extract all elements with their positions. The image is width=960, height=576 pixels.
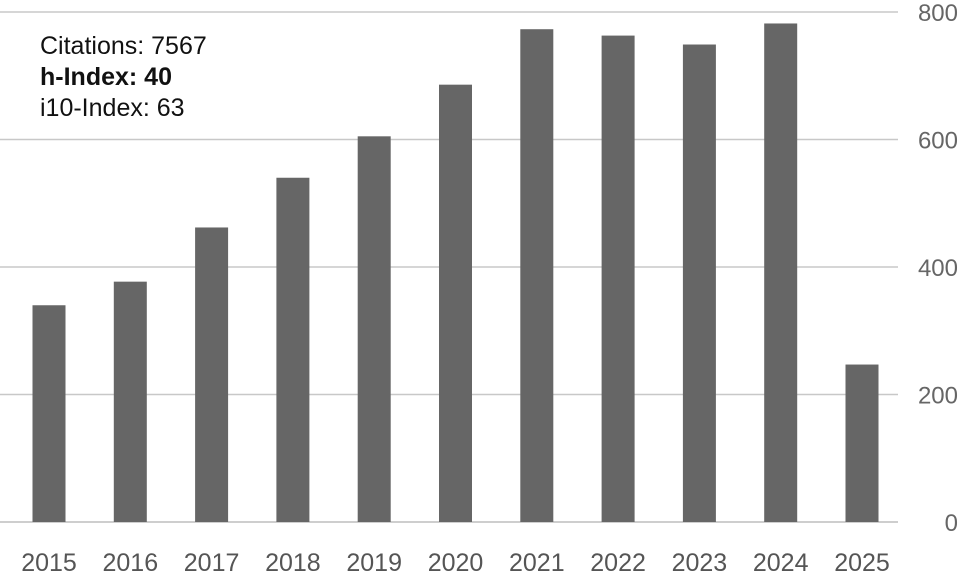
bar-2018 bbox=[276, 177, 310, 522]
x-tick-label: 2015 bbox=[21, 549, 77, 576]
x-tick-label: 2024 bbox=[753, 549, 809, 576]
bar-2015 bbox=[32, 305, 66, 522]
bar-2019 bbox=[357, 136, 391, 522]
bar-2021 bbox=[520, 29, 554, 523]
y-tick-label: 400 bbox=[918, 255, 958, 282]
i10-index: i10-Index: 63 bbox=[40, 94, 185, 122]
x-tick-label: 2023 bbox=[672, 549, 728, 576]
x-tick-label: 2019 bbox=[346, 549, 402, 576]
y-tick-label: 800 bbox=[918, 0, 958, 27]
y-tick-label: 600 bbox=[918, 128, 958, 155]
x-tick-label: 2025 bbox=[834, 549, 890, 576]
y-tick-label: 200 bbox=[918, 383, 958, 410]
x-tick-label: 2016 bbox=[102, 549, 158, 576]
x-axis-ticks: 2015 2016 2017 2018 2019 2020 2021 2022 2023 2024… bbox=[21, 549, 890, 576]
y-axis-ticks: 0 200 400 600 800 bbox=[918, 0, 958, 537]
x-tick-label: 2018 bbox=[265, 549, 321, 576]
bar-2016 bbox=[113, 281, 147, 522]
bar-2023 bbox=[682, 44, 716, 522]
bar-2025 bbox=[845, 364, 879, 522]
x-tick-label: 2017 bbox=[184, 549, 240, 576]
x-tick-label: 2022 bbox=[590, 549, 646, 576]
bar-2024 bbox=[764, 23, 798, 522]
bar-2017 bbox=[195, 227, 229, 522]
h-index: h-Index: 40 bbox=[40, 63, 172, 91]
x-tick-label: 2020 bbox=[428, 549, 484, 576]
bars bbox=[32, 23, 879, 523]
citation-stats: Citations: 7567 h-Index: 40 i10-Index: 6… bbox=[40, 31, 207, 124]
bar-2022 bbox=[601, 35, 635, 523]
x-tick-label: 2021 bbox=[509, 549, 565, 576]
y-tick-label: 0 bbox=[945, 510, 958, 537]
bar-2020 bbox=[439, 84, 472, 523]
citations-count: Citations: 7567 bbox=[40, 32, 207, 60]
